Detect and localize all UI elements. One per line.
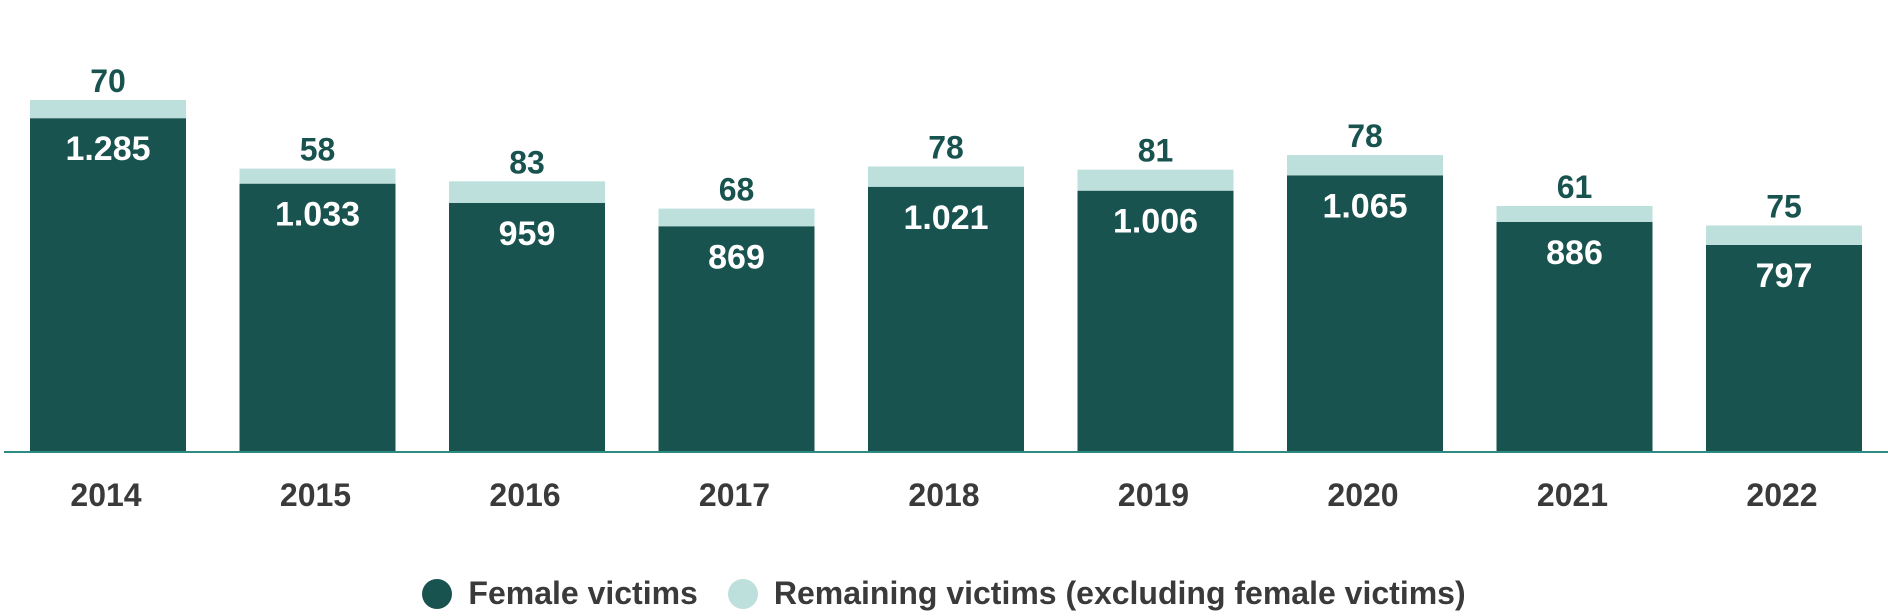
- bar-female-2016: [449, 202, 605, 452]
- bar-female-2021: [1496, 221, 1653, 452]
- data-label-remaining-2015: 58: [300, 132, 336, 168]
- legend: Female victims Remaining victims (exclud…: [0, 575, 1888, 612]
- bar-female-2020: [1287, 175, 1443, 452]
- data-label-remaining-2021: 61: [1557, 169, 1593, 205]
- labels-layer: 1.285 70 1.033 58 959 83 869 68 1.021 78 1.006 81 1.…: [65, 63, 1812, 295]
- legend-item-remaining: Remaining victims (excluding female vict…: [727, 575, 1466, 612]
- bar-female-2018: [868, 186, 1024, 452]
- x-tick-label-2021: 2021: [1537, 477, 1608, 513]
- legend-label-female: Female victims: [468, 575, 698, 611]
- x-tick-label-2018: 2018: [908, 477, 979, 513]
- stacked-bar-chart: 1.285 70 1.033 58 959 83 869 68 1.021 78 1.006 81 1.…: [4, 63, 1888, 513]
- data-label-remaining-2022: 75: [1766, 188, 1802, 224]
- data-label-female-2021: 886: [1546, 234, 1603, 272]
- data-label-female-2017: 869: [708, 238, 765, 276]
- legend-label-remaining: Remaining victims (excluding female vict…: [773, 575, 1466, 611]
- bar-female-2015: [239, 183, 396, 452]
- bars-layer: [30, 100, 1862, 453]
- x-tick-label-2014: 2014: [70, 477, 141, 513]
- bar-remaining-2017: [658, 208, 815, 227]
- x-tick-labels: 2014 2015 2016 2017 2018 2019 2020 2021 2022: [70, 477, 1817, 513]
- x-tick-label-2015: 2015: [280, 477, 351, 513]
- legend-swatch-remaining: [727, 578, 758, 609]
- data-label-remaining-2014: 70: [90, 63, 126, 99]
- bar-remaining-2020: [1287, 155, 1443, 176]
- bar-remaining-2019: [1077, 169, 1234, 191]
- x-tick-label-2016: 2016: [489, 477, 560, 513]
- x-tick-label-2017: 2017: [699, 477, 770, 513]
- data-label-female-2014: 1.285: [65, 130, 150, 168]
- data-label-remaining-2020: 78: [1347, 118, 1383, 154]
- bar-remaining-2021: [1496, 205, 1653, 222]
- bar-remaining-2016: [449, 181, 605, 203]
- data-label-female-2016: 959: [499, 215, 556, 253]
- legend-swatch-female: [422, 578, 453, 609]
- data-label-remaining-2018: 78: [928, 130, 964, 166]
- bar-female-2022: [1706, 244, 1862, 452]
- x-tick-label-2020: 2020: [1327, 477, 1398, 513]
- bar-remaining-2018: [868, 166, 1024, 187]
- bar-female-2017: [658, 226, 815, 452]
- data-label-remaining-2016: 83: [509, 144, 545, 180]
- data-label-remaining-2017: 68: [719, 172, 755, 208]
- bar-remaining-2014: [30, 100, 186, 119]
- data-label-remaining-2019: 81: [1138, 133, 1174, 169]
- bar-remaining-2015: [239, 168, 396, 184]
- x-tick-label-2019: 2019: [1118, 477, 1189, 513]
- legend-item-female: Female victims: [422, 575, 698, 612]
- bar-female-2014: [30, 118, 186, 452]
- data-label-female-2018: 1.021: [903, 199, 988, 237]
- data-label-female-2019: 1.006: [1113, 203, 1198, 241]
- data-label-female-2022: 797: [1756, 257, 1813, 295]
- bar-remaining-2022: [1706, 225, 1862, 245]
- data-label-female-2015: 1.033: [275, 196, 360, 234]
- bar-female-2019: [1077, 190, 1234, 453]
- data-label-female-2020: 1.065: [1322, 187, 1407, 225]
- x-tick-label-2022: 2022: [1746, 477, 1817, 513]
